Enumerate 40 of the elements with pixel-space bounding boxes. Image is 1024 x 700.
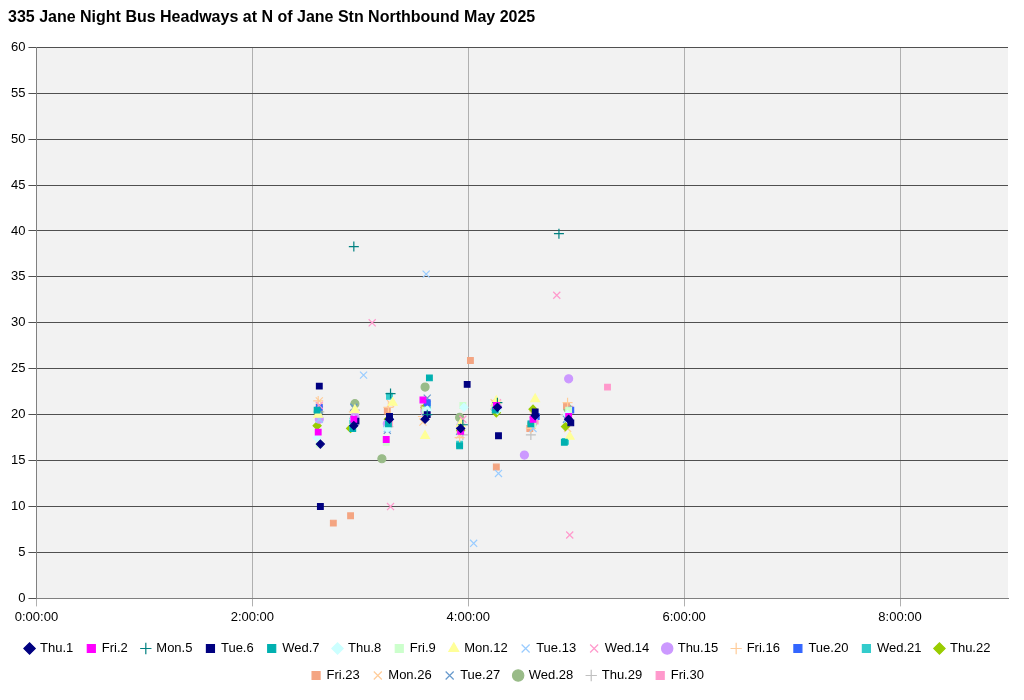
y-tick-label: 30	[10, 314, 26, 330]
legend-label: Thu.8	[348, 640, 382, 656]
legend-label: Mon.12	[464, 640, 508, 656]
x-tick-label: 8:00:00	[878, 608, 922, 624]
x-tick-label: 4:00:00	[446, 608, 490, 624]
y-tick-label: 25	[10, 360, 26, 376]
y-tick-label: 10	[10, 498, 26, 514]
legend-label: Wed.7	[282, 640, 320, 656]
y-tick-label: 20	[10, 406, 26, 422]
legend-label: Tue.6	[220, 640, 254, 656]
legend-label: Fri.9	[409, 640, 436, 656]
y-tick-label: 0	[18, 589, 26, 605]
x-tick-label: 2:00:00	[230, 608, 275, 624]
legend-label: Mon.5	[156, 640, 193, 656]
y-tick-label: 55	[10, 84, 26, 100]
y-tick-label: 5	[18, 544, 26, 560]
legend-label: Thu.22	[949, 640, 991, 656]
chart-title: 335 Jane Night Bus Headways at N of Jane Stn Northbound May 2025	[8, 8, 536, 26]
x-tick-label: 0:00:00	[14, 608, 59, 624]
y-tick-label: 35	[10, 268, 26, 284]
legend-label: Fri.2	[101, 640, 128, 656]
legend-label: Fri.30	[670, 667, 704, 683]
y-tick-label: 50	[10, 130, 26, 146]
legend-label: Tue.20	[808, 640, 849, 656]
legend-label: Tue.27	[460, 667, 501, 683]
y-tick-label: 45	[10, 176, 26, 192]
legend-label: Mon.26	[388, 667, 432, 683]
legend-label: Fri.16	[746, 640, 780, 656]
y-tick-label: 15	[10, 452, 26, 468]
y-tick-label: 40	[10, 222, 26, 238]
legend-label: Tue.13	[536, 640, 577, 656]
y-tick-label: 60	[10, 38, 26, 54]
x-tick-label: 6:00:00	[662, 608, 706, 624]
legend-label: Wed.21	[876, 640, 922, 656]
legend-label: Thu.15	[677, 640, 719, 656]
legend-label: Thu.29	[601, 667, 643, 683]
legend-label: Wed.14	[604, 640, 650, 656]
legend-label: Thu.1	[40, 640, 74, 656]
legend-label: Fri.23	[326, 667, 360, 683]
legend-label: Wed.28	[528, 667, 574, 683]
